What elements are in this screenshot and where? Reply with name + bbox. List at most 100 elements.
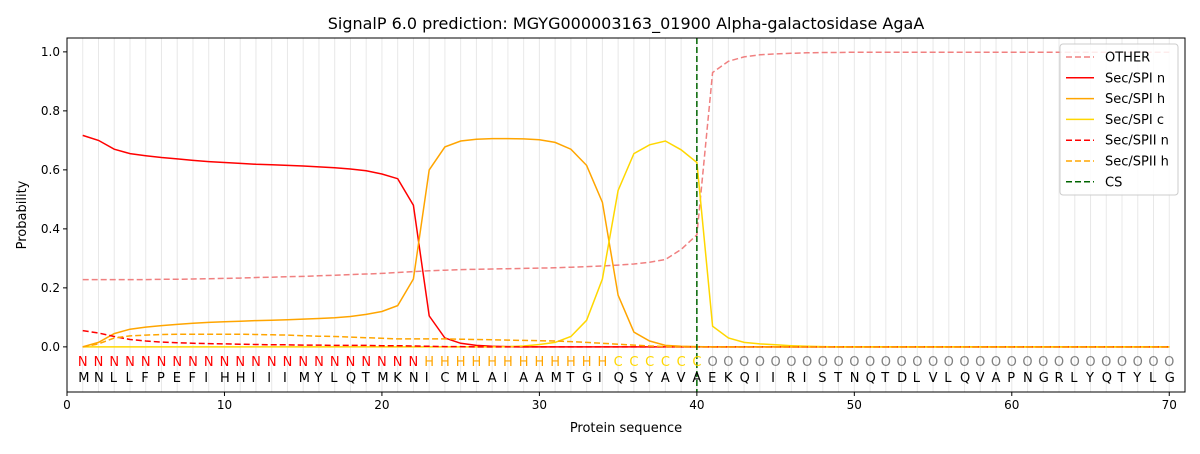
region-label: O	[1070, 355, 1080, 370]
region-label: O	[849, 355, 859, 370]
region-label: N	[393, 355, 403, 370]
region-label: C	[661, 355, 670, 370]
region-label: O	[959, 355, 969, 370]
region-label: C	[614, 355, 623, 370]
region-label: O	[1133, 355, 1143, 370]
series-line-sec-spii-n	[82, 329, 1170, 348]
region-label: N	[298, 355, 308, 370]
region-label: O	[802, 355, 812, 370]
legend-box	[1059, 43, 1179, 196]
region-label: N	[377, 355, 387, 370]
region-label: O	[770, 355, 780, 370]
plot-frame	[66, 37, 1186, 393]
y-tick-label: 0.2	[41, 281, 60, 295]
region-label: N	[346, 355, 356, 370]
region-label: O	[818, 355, 828, 370]
region-label: H	[472, 355, 482, 370]
legend: OTHER Sec/SPI n Sec/SPI h Sec/SPI c Sec/SPII…	[1059, 43, 1179, 196]
region-label: N	[109, 355, 119, 370]
region-label: H	[424, 355, 434, 370]
region-label: H	[487, 355, 497, 370]
x-axis-label: Protein sequence	[570, 421, 682, 436]
region-label: N	[361, 355, 371, 370]
region-label: O	[739, 355, 749, 370]
region-label: O	[1117, 355, 1127, 370]
region-label: O	[1054, 355, 1064, 370]
region-label: O	[912, 355, 922, 370]
chart-title: SignalP 6.0 prediction: MGYG000003163_01…	[328, 14, 925, 34]
region-label: N	[125, 355, 135, 370]
legend-entry: CS	[1105, 175, 1122, 190]
y-tick-label: 0.4	[41, 222, 60, 236]
y-tick-label: 0.0	[41, 340, 60, 354]
region-label: C	[677, 355, 686, 370]
region-label: N	[314, 355, 324, 370]
region-label: H	[597, 355, 607, 370]
series-line-sec-spii-h	[82, 333, 1170, 348]
region-label: N	[235, 355, 245, 370]
region-label: O	[944, 355, 954, 370]
x-tick-label: 30	[532, 398, 547, 412]
region-label: N	[283, 355, 293, 370]
region-label: O	[1022, 355, 1032, 370]
region-label: N	[172, 355, 182, 370]
region-label: O	[975, 355, 985, 370]
region-label: N	[141, 355, 151, 370]
region-label: O	[896, 355, 906, 370]
x-tick-label: 20	[374, 398, 389, 412]
region-label: N	[78, 355, 88, 370]
region-label: O	[707, 355, 717, 370]
region-label: N	[94, 355, 104, 370]
region-label: O	[991, 355, 1001, 370]
legend-entry: Sec/SPI n	[1105, 71, 1165, 86]
region-label: O	[865, 355, 875, 370]
region-label: C	[645, 355, 654, 370]
residue-sequence: MNLLFPEFIHHIIIMYLQTMKNICMLAIAAMTGIQSYAVA…	[78, 371, 1175, 386]
region-label: O	[1101, 355, 1111, 370]
y-tick-label: 1.0	[41, 45, 60, 59]
region-label: N	[409, 355, 419, 370]
legend-entry: Sec/SPII h	[1105, 155, 1169, 170]
y-tick-label: 0.6	[41, 163, 60, 177]
region-label: H	[519, 355, 529, 370]
region-label: H	[535, 355, 545, 370]
series-line-sec-spi-c	[82, 140, 1170, 348]
x-tick-label: 10	[217, 398, 232, 412]
region-label: H	[503, 355, 513, 370]
region-label: N	[157, 355, 167, 370]
region-label: N	[204, 355, 214, 370]
x-tick-label: 40	[689, 398, 704, 412]
legend-entry: Sec/SPI c	[1105, 113, 1164, 128]
region-label: O	[833, 355, 843, 370]
region-label: H	[456, 355, 466, 370]
x-tick-label: 50	[847, 398, 862, 412]
region-label: H	[440, 355, 450, 370]
region-label: C	[692, 355, 701, 370]
legend-entry: OTHER	[1105, 51, 1150, 66]
series-line-other	[82, 51, 1170, 281]
region-label: O	[1007, 355, 1017, 370]
region-label: O	[1038, 355, 1048, 370]
series-line-sec-spi-h	[82, 137, 1170, 348]
y-axis-label: Probability	[15, 180, 30, 249]
region-label: C	[629, 355, 638, 370]
region-label: O	[786, 355, 796, 370]
region-label: H	[566, 355, 576, 370]
region-label: O	[1148, 355, 1158, 370]
x-tick-label: 0	[63, 398, 71, 412]
region-label: O	[1164, 355, 1174, 370]
region-label: O	[881, 355, 891, 370]
region-label: N	[220, 355, 230, 370]
region-label: O	[755, 355, 765, 370]
region-label: N	[330, 355, 340, 370]
x-tick-label: 70	[1162, 398, 1177, 412]
region-label: N	[251, 355, 261, 370]
region-label: N	[267, 355, 277, 370]
x-tick-label: 60	[1004, 398, 1019, 412]
region-label: N	[188, 355, 198, 370]
region-label: O	[723, 355, 733, 370]
y-tick-label: 0.8	[41, 104, 60, 118]
region-label: O	[928, 355, 938, 370]
legend-entry: Sec/SPII n	[1105, 134, 1169, 149]
